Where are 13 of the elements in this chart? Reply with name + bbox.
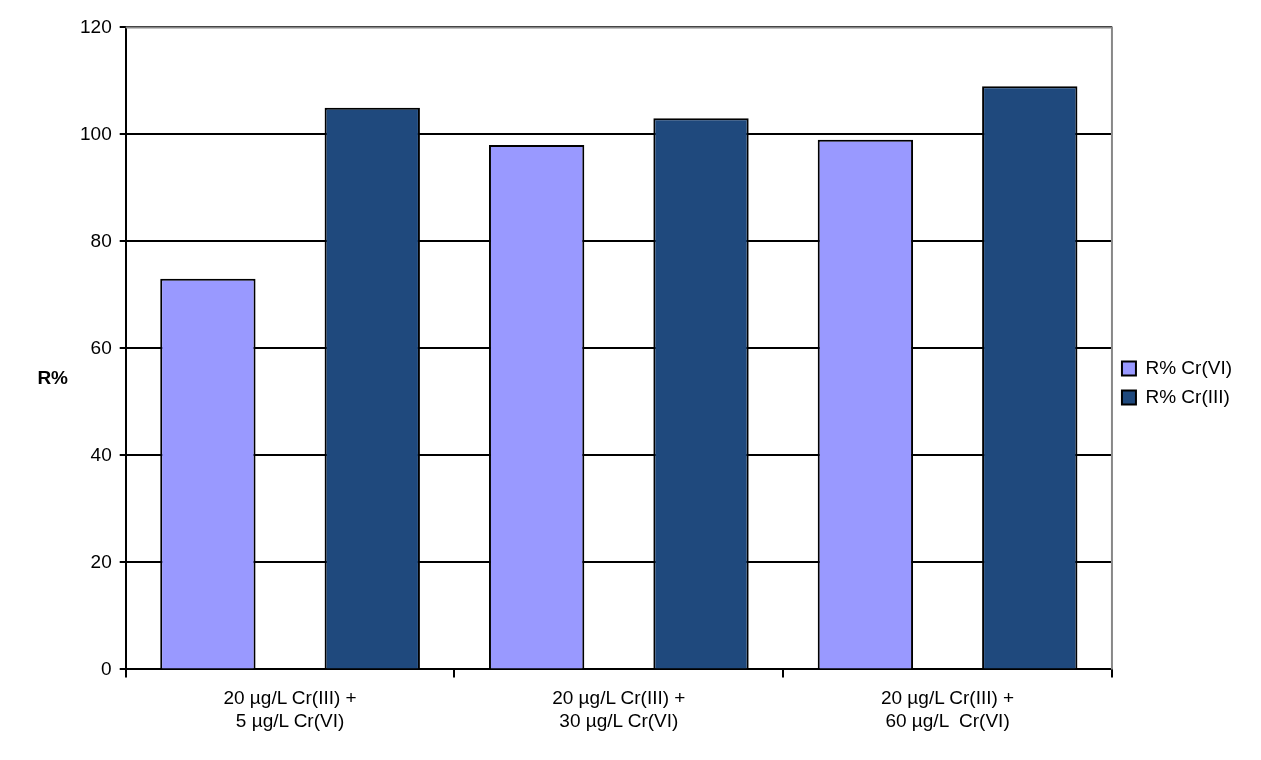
x-tick-label: 20 µg/L Cr(III) + 5 µg/L Cr(VI): [223, 687, 357, 731]
legend-label: R% Cr(III): [1145, 385, 1230, 407]
y-tick-label: 120: [80, 15, 112, 37]
y-tick-label: 60: [90, 336, 112, 358]
x-tick-label: 20 µg/L Cr(III) + 60 µg/L Cr(VI): [880, 687, 1015, 731]
x-tick-label: 20 µg/L Cr(III) + 30 µg/L Cr(VI): [552, 687, 686, 731]
y-tick-label: 0: [101, 657, 112, 679]
y-tick-label: 20: [90, 550, 112, 572]
y-tick-label: 80: [90, 229, 112, 251]
y-axis-title: R%: [36, 367, 69, 389]
y-tick-label: 40: [90, 443, 112, 465]
y-tick-label: 100: [80, 122, 112, 144]
legend-label: R% Cr(VI): [1145, 356, 1233, 378]
